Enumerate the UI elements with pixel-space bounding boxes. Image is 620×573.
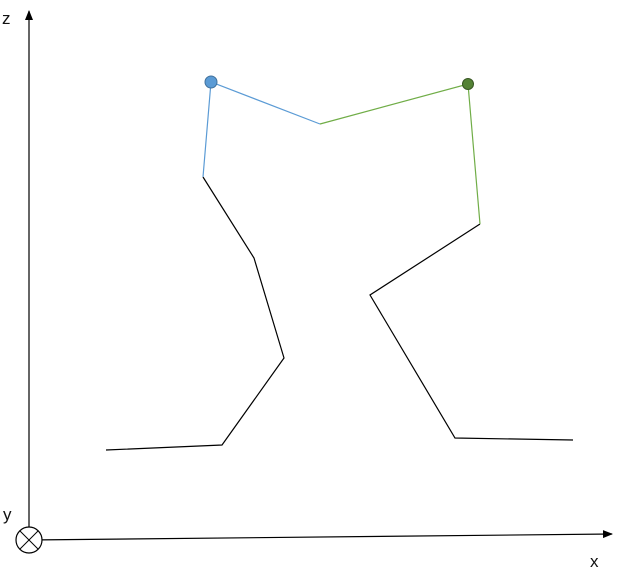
right-joint-marker xyxy=(462,78,474,90)
left-upper-links xyxy=(202,81,321,178)
x-axis-label: x xyxy=(590,552,599,571)
z-axis-label: z xyxy=(2,9,11,28)
left-leg-lower-links xyxy=(105,176,285,451)
right-leg-lower-links xyxy=(369,223,574,441)
x-axis xyxy=(28,530,613,541)
left-joint-marker xyxy=(204,75,218,89)
right-upper-links xyxy=(319,83,481,225)
y-axis-label: y xyxy=(3,505,12,524)
circled-x-icon xyxy=(15,526,43,554)
